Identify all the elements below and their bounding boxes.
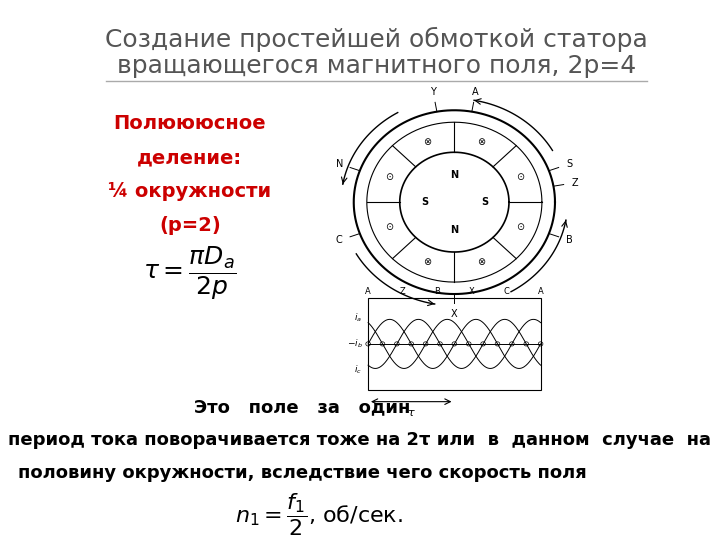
Text: A: A bbox=[365, 287, 371, 296]
Text: ⊙: ⊙ bbox=[384, 172, 392, 183]
Text: C: C bbox=[503, 287, 509, 296]
Text: A: A bbox=[472, 87, 479, 97]
Text: N: N bbox=[336, 159, 343, 169]
Text: Z: Z bbox=[400, 287, 405, 296]
Text: ⊗: ⊗ bbox=[477, 137, 485, 147]
Text: $i_a$: $i_a$ bbox=[354, 312, 362, 324]
Text: ⊗: ⊗ bbox=[477, 257, 485, 267]
Text: $\tau$: $\tau$ bbox=[407, 408, 415, 418]
Text: N: N bbox=[450, 170, 459, 180]
Text: B: B bbox=[566, 235, 573, 245]
Text: $i_c$: $i_c$ bbox=[354, 363, 362, 376]
Text: ⊙: ⊙ bbox=[516, 172, 524, 183]
Text: ⊙: ⊙ bbox=[384, 222, 392, 232]
Text: N: N bbox=[450, 225, 459, 234]
Text: $-i_b$: $-i_b$ bbox=[346, 338, 362, 350]
Text: Полюююсное: Полюююсное bbox=[114, 114, 266, 133]
Text: C: C bbox=[336, 235, 343, 245]
Text: X: X bbox=[451, 309, 458, 319]
Text: вращающегося магнитного поля, 2р=4: вращающегося магнитного поля, 2р=4 bbox=[117, 53, 636, 78]
Text: B: B bbox=[434, 287, 440, 296]
Text: $n_1 = \dfrac{f_1}{2}$, об/сек.: $n_1 = \dfrac{f_1}{2}$, об/сек. bbox=[235, 491, 403, 538]
Text: Это   поле   за   один: Это поле за один bbox=[194, 398, 410, 416]
Text: X: X bbox=[469, 287, 474, 296]
Text: период тока поворачивается тоже на 2τ или  в  данном  случае  на: период тока поворачивается тоже на 2τ ил… bbox=[8, 431, 711, 449]
Text: ⊙: ⊙ bbox=[516, 222, 524, 232]
Text: ⊗: ⊗ bbox=[423, 137, 431, 147]
Text: деление:: деление: bbox=[138, 148, 243, 167]
Text: S: S bbox=[481, 197, 488, 207]
Text: $\tau = \dfrac{\pi D_a}{2p}$: $\tau = \dfrac{\pi D_a}{2p}$ bbox=[143, 245, 237, 301]
Text: ¼ окружности: ¼ окружности bbox=[108, 182, 271, 201]
Text: Y: Y bbox=[430, 87, 436, 97]
Text: ⊗: ⊗ bbox=[423, 257, 431, 267]
Text: (р=2): (р=2) bbox=[159, 216, 221, 235]
Bar bbox=[368, 298, 541, 390]
Text: Создание простейшей обмоткой статора: Создание простейшей обмоткой статора bbox=[105, 27, 648, 52]
Text: S: S bbox=[420, 197, 428, 207]
Text: половину окружности, вследствие чего скорость поля: половину окружности, вследствие чего ско… bbox=[17, 464, 586, 482]
Text: Z: Z bbox=[572, 178, 578, 188]
Text: S: S bbox=[567, 159, 572, 169]
Text: A: A bbox=[538, 287, 544, 296]
